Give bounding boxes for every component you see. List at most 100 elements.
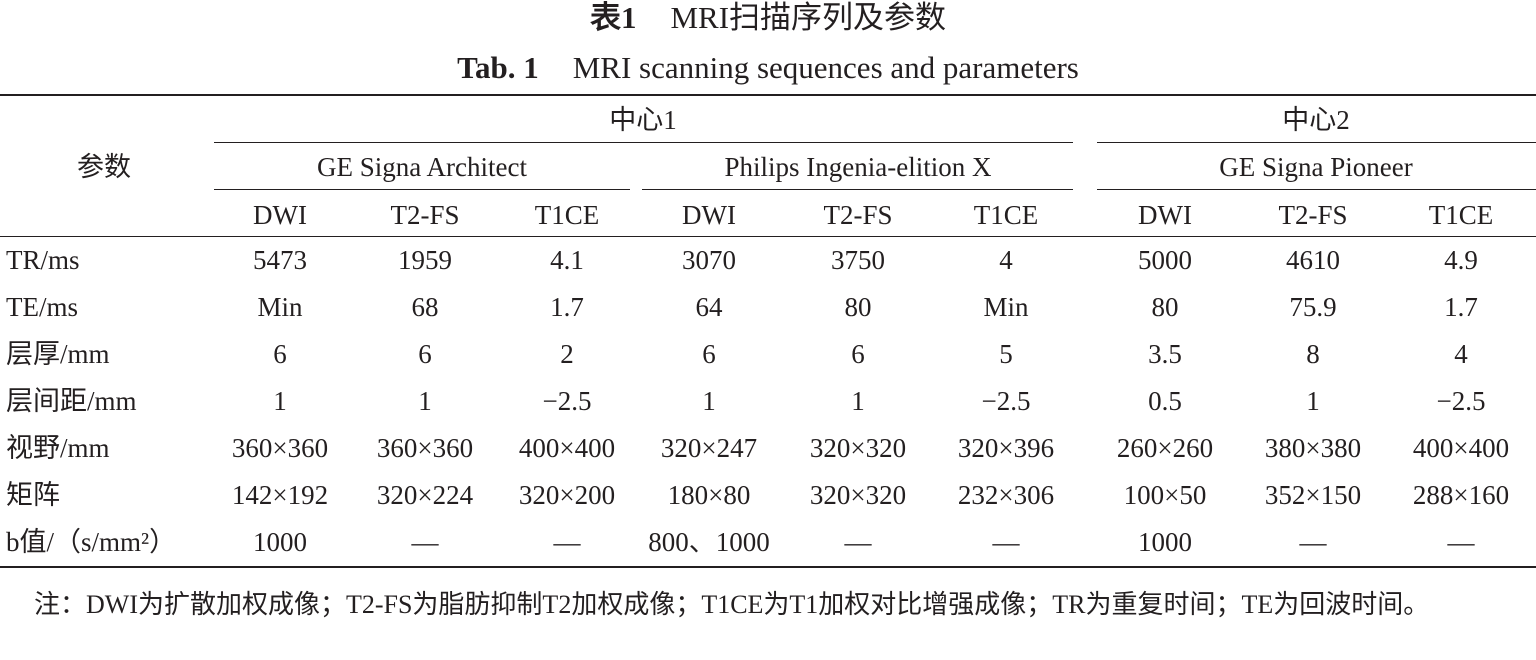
- title-text: MRI扫描序列及参数: [670, 0, 947, 35]
- cell: 68: [411, 292, 439, 322]
- cell: 5473: [253, 245, 307, 275]
- cell: 4: [1454, 339, 1468, 369]
- cell: 80: [844, 292, 872, 322]
- cell: 380×380: [1264, 433, 1362, 463]
- cell: 3.5: [1148, 339, 1182, 369]
- cell: 288×160: [1412, 480, 1510, 510]
- cell: −2.5: [981, 386, 1031, 416]
- cell: 100×50: [1123, 480, 1207, 510]
- header-param: 参数: [77, 152, 131, 182]
- cell: —: [411, 527, 439, 557]
- cell: 1: [702, 386, 716, 416]
- cell: 4610: [1286, 245, 1340, 275]
- row-label: 层间距/mm: [6, 386, 137, 416]
- cell: 320×224: [376, 480, 474, 510]
- row-label: TE/ms: [6, 292, 78, 322]
- cell: —: [1447, 527, 1475, 557]
- cell: 8: [1306, 339, 1320, 369]
- cell: 4.9: [1444, 245, 1478, 275]
- sequence-label: T2-FS: [390, 200, 460, 230]
- sequence-label: T2-FS: [1278, 200, 1348, 230]
- cell: 1000: [1138, 527, 1192, 557]
- cell: 4: [999, 245, 1013, 275]
- top-rule: [0, 94, 1536, 96]
- rule: [642, 189, 1073, 190]
- rule: [214, 142, 1073, 143]
- rule: [0, 236, 1536, 237]
- cell: 1: [418, 386, 432, 416]
- cell: Min: [257, 292, 303, 322]
- row-label: 视野/mm: [6, 433, 110, 463]
- title-en: Tab. 1 MRI scanning sequences and paramet…: [0, 50, 1536, 86]
- cell: 180×80: [667, 480, 751, 510]
- cell: 6: [273, 339, 287, 369]
- cell: 6: [851, 339, 865, 369]
- cell: 400×400: [1412, 433, 1510, 463]
- sequence-label: T1CE: [1428, 200, 1494, 230]
- cell: 80: [1151, 292, 1179, 322]
- sequence-label: DWI: [253, 200, 307, 230]
- cell: 800、1000: [648, 527, 770, 557]
- cell: 2: [560, 339, 574, 369]
- device-name: Philips Ingenia-elition X: [724, 152, 992, 182]
- center-label: 中心2: [1282, 105, 1350, 135]
- cell: 5000: [1138, 245, 1192, 275]
- row-label: TR/ms: [6, 245, 80, 275]
- title-zh: 表1 MRI扫描序列及参数: [0, 0, 1536, 36]
- device-name: GE Signa Architect: [317, 152, 527, 182]
- cell: 6: [702, 339, 716, 369]
- cell: 260×260: [1116, 433, 1214, 463]
- rule: [214, 189, 630, 190]
- center-label: 中心1: [609, 105, 677, 135]
- cell: 1000: [253, 527, 307, 557]
- cell: 320×396: [957, 433, 1055, 463]
- cell: 360×360: [231, 433, 329, 463]
- cell: 1: [273, 386, 287, 416]
- cell: 232×306: [957, 480, 1055, 510]
- cell: 1959: [398, 245, 452, 275]
- cell: —: [992, 527, 1020, 557]
- cell: 320×320: [809, 480, 907, 510]
- cell: 64: [695, 292, 723, 322]
- cell: 6: [418, 339, 432, 369]
- title-label: Tab. 1: [457, 50, 539, 85]
- cell: —: [553, 527, 581, 557]
- sequence-label: T1CE: [973, 200, 1039, 230]
- cell: —: [1299, 527, 1327, 557]
- cell: −2.5: [542, 386, 592, 416]
- rule: [1097, 189, 1536, 190]
- title-label: 表1: [589, 0, 637, 35]
- device-name: GE Signa Pioneer: [1219, 152, 1413, 182]
- cell: −2.5: [1436, 386, 1486, 416]
- bottom-rule: [0, 566, 1536, 568]
- cell: 320×320: [809, 433, 907, 463]
- cell: 75.9: [1289, 292, 1337, 322]
- sequence-label: T1CE: [534, 200, 600, 230]
- cell: 3070: [682, 245, 736, 275]
- cell: 5: [999, 339, 1013, 369]
- cell: 352×150: [1264, 480, 1362, 510]
- cell: 1.7: [550, 292, 584, 322]
- cell: 320×200: [518, 480, 616, 510]
- cell: 360×360: [376, 433, 474, 463]
- note: 注：DWI为扩散加权成像；T2-FS为脂肪抑制T2加权成像；T1CE为T1加权对…: [34, 590, 1430, 619]
- rule: [1097, 142, 1536, 143]
- sequence-label: DWI: [682, 200, 736, 230]
- cell: 400×400: [518, 433, 616, 463]
- cell: 1.7: [1444, 292, 1478, 322]
- title-text: MRI scanning sequences and parameters: [572, 50, 1079, 85]
- cell: 3750: [831, 245, 885, 275]
- cell: 1: [1306, 386, 1320, 416]
- cell: 4.1: [550, 245, 584, 275]
- row-label: 矩阵: [6, 480, 60, 510]
- row-label: b值/（s/mm²）: [6, 527, 177, 557]
- cell: 320×247: [660, 433, 758, 463]
- cell: 0.5: [1148, 386, 1182, 416]
- sequence-label: T2-FS: [823, 200, 893, 230]
- cell: Min: [983, 292, 1029, 322]
- cell: —: [844, 527, 872, 557]
- cell: 142×192: [231, 480, 329, 510]
- sequence-label: DWI: [1138, 200, 1192, 230]
- cell: 1: [851, 386, 865, 416]
